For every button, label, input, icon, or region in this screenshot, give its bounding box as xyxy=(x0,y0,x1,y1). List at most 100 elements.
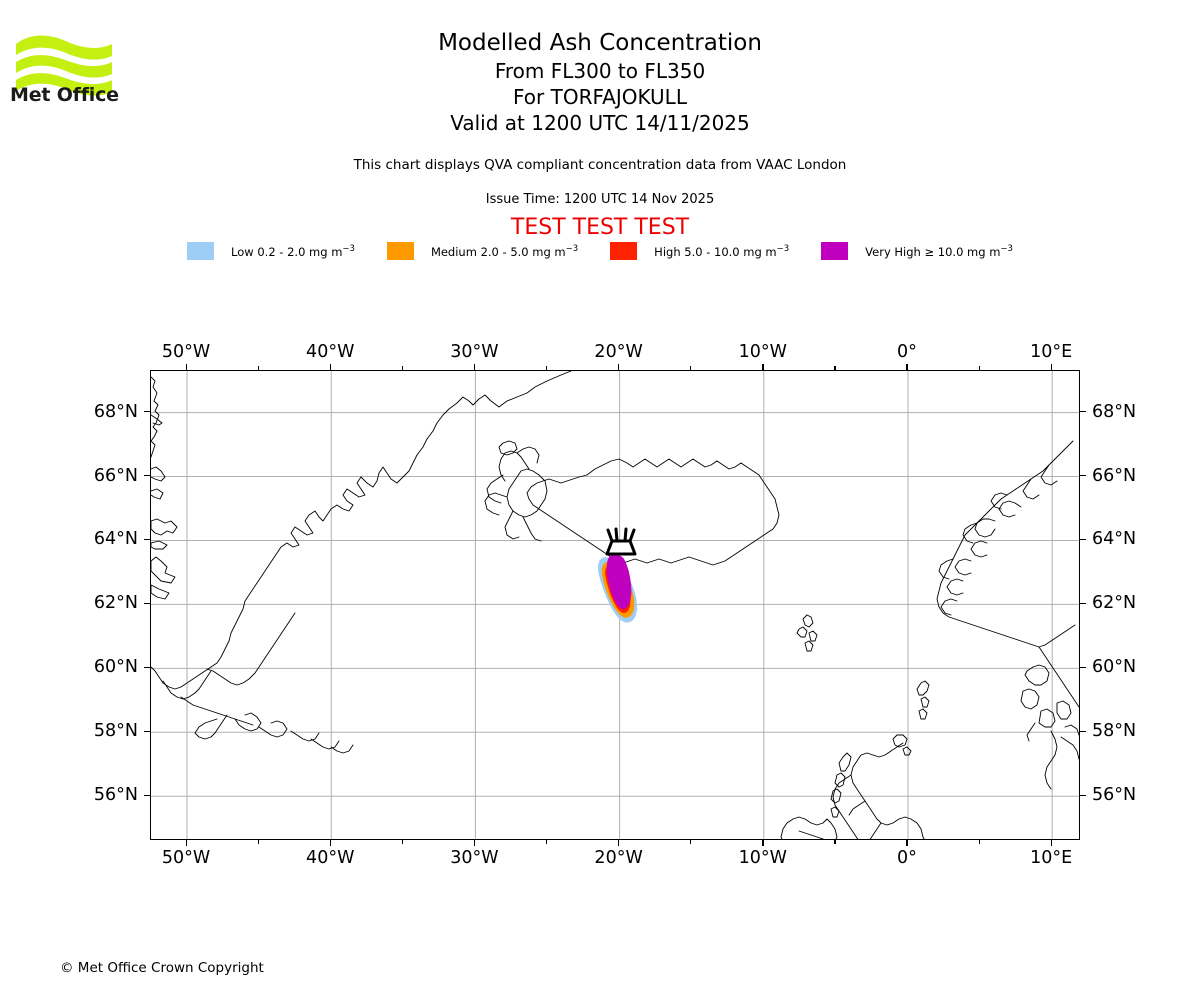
lon-tick-bottom-5 xyxy=(906,840,908,846)
lat-label-left-1: 58°N xyxy=(93,721,138,742)
legend-entry-very-high: Very High ≥ 10.0 mg m−3 xyxy=(821,242,1013,260)
lon-tick-bottom-2 xyxy=(473,840,476,846)
lat-label-left-2: 60°N xyxy=(93,657,138,678)
lon-tick-top-0 xyxy=(185,364,187,370)
legend-entry-high: High 5.0 - 10.0 mg m−3 xyxy=(610,242,789,260)
volcano-icon xyxy=(605,527,637,556)
legend-label-medium: Medium 2.0 - 5.0 mg m−3 xyxy=(430,243,579,259)
flight-level-subtitle: From FL300 to FL350 xyxy=(494,59,706,83)
lon-minor-tick-top-5 xyxy=(978,366,980,370)
coastlines xyxy=(151,371,1079,839)
lat-label-left-4: 64°N xyxy=(93,529,138,550)
lat-tick-left-6 xyxy=(144,411,150,413)
legend-entry-medium: Medium 2.0 - 5.0 mg m−3 xyxy=(386,242,579,260)
lon-minor-tick-bottom-2 xyxy=(546,840,548,844)
lat-tick-left-4 xyxy=(144,538,150,541)
lon-label-bottom-2: 30°W xyxy=(450,848,499,868)
lon-label-bottom-0: 50°W xyxy=(161,848,211,868)
brand-name: Met Office xyxy=(10,84,119,106)
lon-label-bottom-5: 0° xyxy=(897,848,917,868)
concentration-legend: Low 0.2 - 2.0 mg m−3 Medium 2.0 - 5.0 mg… xyxy=(0,242,1200,260)
lon-minor-tick-bottom-3 xyxy=(690,840,692,844)
lon-label-top-5: 0° xyxy=(897,342,917,362)
lat-label-left-6: 68°N xyxy=(93,401,138,422)
lon-label-bottom-1: 40°W xyxy=(306,848,355,868)
lon-label-top-1: 40°W xyxy=(306,342,355,362)
lat-label-right-1: 58°N xyxy=(1092,721,1137,742)
legend-entry-low: Low 0.2 - 2.0 mg m−3 xyxy=(187,242,355,260)
lat-label-right-0: 56°N xyxy=(1092,785,1137,806)
lon-minor-tick-bottom-0 xyxy=(257,840,259,844)
volcano-subtitle: For TORFAJOKULL xyxy=(513,85,687,109)
lon-tick-top-3 xyxy=(618,364,620,370)
lon-tick-top-5 xyxy=(906,364,908,370)
lon-minor-tick-top-4 xyxy=(834,366,836,370)
lat-tick-left-5 xyxy=(144,475,150,477)
lat-tick-right-5 xyxy=(1080,475,1086,477)
test-banner: TEST TEST TEST xyxy=(510,215,690,240)
map-gridlines xyxy=(151,371,1079,839)
legend-label-low: Low 0.2 - 2.0 mg m−3 xyxy=(231,243,355,259)
lat-tick-right-1 xyxy=(1080,730,1086,733)
lon-label-bottom-3: 20°W xyxy=(594,848,643,868)
lon-label-bottom-6: 10°E xyxy=(1030,848,1073,868)
lat-tick-right-0 xyxy=(1080,794,1086,797)
lon-tick-bottom-3 xyxy=(618,840,620,846)
lat-tick-right-4 xyxy=(1080,538,1086,541)
qva-note: This chart displays QVA compliant concen… xyxy=(353,157,847,173)
title-block: Modelled Ash Concentration From FL300 to… xyxy=(0,28,1200,136)
lon-tick-top-2 xyxy=(473,364,476,370)
lon-label-top-3: 20°W xyxy=(594,342,643,362)
plume-contour-very-high xyxy=(606,554,632,610)
ash-concentration-map xyxy=(150,370,1080,840)
lon-label-top-2: 30°W xyxy=(450,342,499,362)
lon-label-top-0: 50°W xyxy=(161,342,211,362)
lat-label-right-3: 62°N xyxy=(1092,593,1137,614)
lon-label-bottom-4: 10°W xyxy=(738,848,787,868)
lat-label-left-5: 66°N xyxy=(93,465,138,486)
legend-swatch-low xyxy=(187,242,215,260)
lat-tick-right-6 xyxy=(1080,411,1086,413)
issue-time: Issue Time: 1200 UTC 14 Nov 2025 xyxy=(485,192,715,207)
valid-time-subtitle: Valid at 1200 UTC 14/11/2025 xyxy=(450,111,750,135)
lat-label-left-0: 56°N xyxy=(93,785,138,806)
lat-label-right-6: 68°N xyxy=(1092,401,1137,422)
lon-label-top-6: 10°E xyxy=(1030,342,1073,362)
met-office-logo xyxy=(12,22,122,112)
lat-tick-left-0 xyxy=(144,794,150,797)
lat-label-right-2: 60°N xyxy=(1092,657,1137,678)
lat-label-right-5: 66°N xyxy=(1092,465,1137,486)
wave-logo-icon xyxy=(16,35,112,96)
lon-minor-tick-top-1 xyxy=(401,366,403,370)
lon-minor-tick-bottom-4 xyxy=(834,840,836,844)
map-canvas xyxy=(151,371,1079,839)
lat-tick-right-3 xyxy=(1080,602,1086,605)
lat-label-right-4: 64°N xyxy=(1092,529,1137,550)
legend-swatch-medium xyxy=(386,242,414,260)
lon-tick-bottom-6 xyxy=(1050,840,1053,846)
lon-minor-tick-top-0 xyxy=(257,366,259,370)
legend-label-high: High 5.0 - 10.0 mg m−3 xyxy=(654,243,790,259)
lon-label-top-4: 10°W xyxy=(738,342,787,362)
lat-tick-right-2 xyxy=(1080,666,1086,669)
legend-swatch-very-high xyxy=(821,242,849,260)
lat-tick-left-1 xyxy=(144,730,150,733)
lat-tick-left-2 xyxy=(144,666,150,669)
lon-minor-tick-top-3 xyxy=(690,366,692,370)
lon-tick-bottom-1 xyxy=(329,840,332,846)
legend-swatch-high xyxy=(610,242,638,260)
lon-tick-top-1 xyxy=(329,364,332,370)
lon-minor-tick-top-2 xyxy=(546,366,548,370)
lon-tick-bottom-4 xyxy=(762,840,764,846)
lon-tick-top-4 xyxy=(762,364,764,370)
lon-minor-tick-bottom-5 xyxy=(978,840,980,844)
lat-tick-left-3 xyxy=(144,602,150,605)
ash-plume xyxy=(598,554,638,623)
lat-label-left-3: 62°N xyxy=(93,593,138,614)
lon-tick-top-6 xyxy=(1050,364,1053,370)
legend-label-very-high: Very High ≥ 10.0 mg m−3 xyxy=(865,243,1013,259)
lon-minor-tick-bottom-1 xyxy=(401,840,403,844)
lon-tick-bottom-0 xyxy=(185,840,187,846)
page-title: Modelled Ash Concentration xyxy=(438,30,762,56)
map-frame xyxy=(150,370,1080,840)
